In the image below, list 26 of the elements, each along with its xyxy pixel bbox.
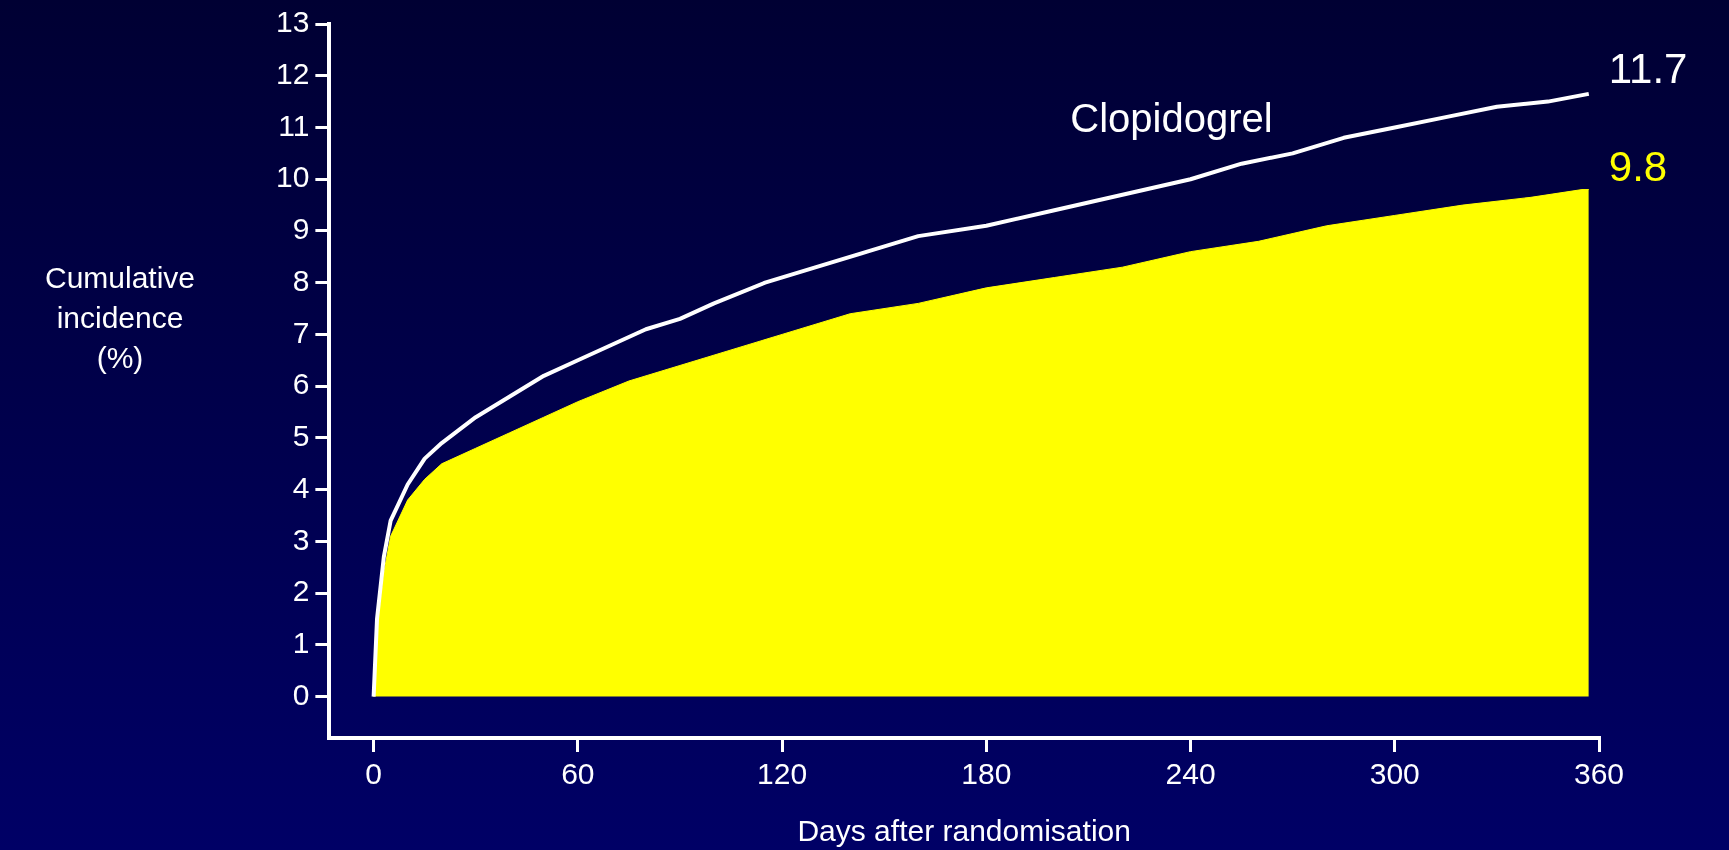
- y-tick-label: 1: [292, 626, 310, 660]
- y-tick-label: 0: [292, 677, 310, 711]
- y-axis-title: Cumulative incidence (%): [44, 261, 196, 375]
- y-tick-label: 9: [292, 212, 310, 246]
- y-tick-label: 10: [275, 160, 310, 194]
- x-tick-label: 60: [561, 757, 595, 791]
- y-tick-label: 4: [292, 470, 310, 504]
- y-tick-label: 13: [275, 5, 310, 39]
- x-tick-label: 240: [1165, 757, 1216, 791]
- y-tick-label: 7: [292, 315, 310, 349]
- x-axis-title: Days after randomisation: [797, 814, 1131, 848]
- x-tick-label: 360: [1573, 757, 1625, 791]
- y-tick-label: 8: [292, 263, 310, 297]
- annotation: 9.8: [1608, 143, 1668, 191]
- y-tick-label: 2: [292, 574, 310, 608]
- y-tick-label: 6: [292, 367, 310, 401]
- y-tick-label: 12: [275, 57, 310, 90]
- annotation: 11.7: [1608, 44, 1688, 92]
- x-tick-label: 180: [961, 757, 1012, 791]
- x-tick-label: 300: [1369, 757, 1420, 791]
- y-tick-label: 11: [278, 108, 310, 142]
- x-tick-label: 120: [757, 757, 808, 791]
- series-label: Clopidogrel: [1070, 96, 1273, 141]
- x-tick-label: 0: [365, 757, 382, 791]
- y-tick-label: 3: [292, 522, 310, 556]
- y-tick-label: 5: [292, 419, 310, 453]
